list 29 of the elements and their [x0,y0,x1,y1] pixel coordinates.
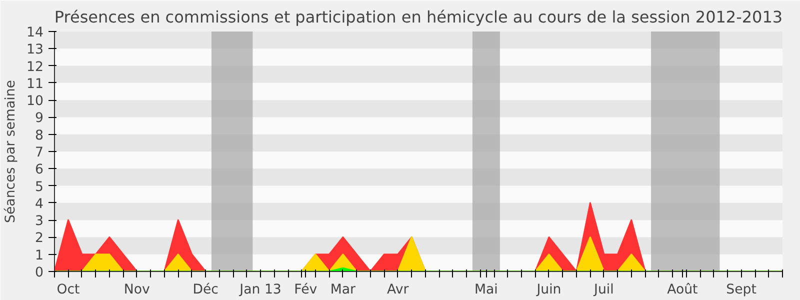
x-tick-label: Juin [536,282,562,298]
y-tick-label: 2 [35,231,44,246]
y-tick-label: 0 [35,266,44,280]
x-tick-label: Oct [56,282,80,298]
x-tick-label: Jan 13 [238,282,282,298]
x-tick-label: Déc [192,282,218,298]
chart-title: Présences en commissions et participation en hémicycle au cours de la session 2012-2013 [54,8,783,26]
y-tick-label: 12 [26,60,44,75]
x-tick-label: Sept [726,282,756,298]
y-tick-label: 4 [35,196,44,212]
x-tick-label: Mar [330,282,356,298]
y-tick-label: 13 [26,42,44,58]
y-tick-label: 6 [35,162,44,178]
x-tick-label: Fév [294,282,318,298]
x-tick-label: Avr [387,282,410,298]
x-tick-label: Nov [124,282,150,298]
x-tick-label: Juil [593,282,614,298]
y-tick-label: 9 [35,111,44,126]
y-tick-label: 5 [35,180,44,195]
y-tick-label: 10 [26,94,44,110]
x-tick-label: Mai [474,282,498,298]
y-tick-label: 1 [35,248,44,264]
y-tick-label: 11 [26,76,44,92]
y-axis-title: Séances par semaine [4,80,19,223]
y-tick-label: 7 [35,146,44,160]
x-tick-label: Août [667,282,698,298]
y-tick-label: 14 [26,26,44,40]
y-tick-label: 3 [35,214,44,230]
y-tick-label: 8 [35,128,44,144]
